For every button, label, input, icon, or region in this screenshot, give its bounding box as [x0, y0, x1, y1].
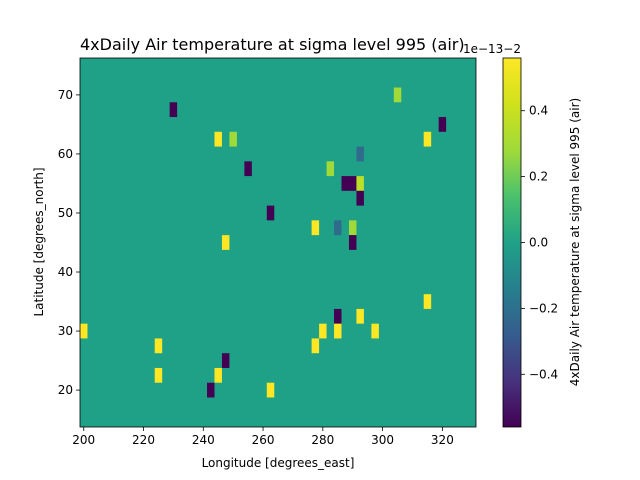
heatmap-cell: [244, 161, 252, 177]
colorbar-tick-label: 0.4: [529, 104, 548, 118]
heatmap-cell: [221, 353, 230, 368]
heatmap-cell: [334, 220, 342, 236]
y-tick-label: 70: [58, 88, 73, 102]
heatmap-cell: [214, 131, 222, 147]
plot-background: [80, 58, 476, 427]
heatmap-cell: [311, 220, 320, 236]
colorbar-tick-label: 0.2: [529, 170, 548, 184]
heatmap-cell: [356, 146, 364, 162]
colorbar-ticks: −0.4 −0.2 0.0 0.2 0.4: [521, 104, 558, 381]
y-axis-ticks: 20 30 40 50 60 70: [58, 88, 80, 397]
heatmap-cell: [334, 308, 342, 324]
x-tick-label: 220: [132, 433, 155, 447]
heatmap-cell: [348, 176, 357, 191]
y-tick-label: 20: [58, 383, 73, 397]
heatmap-cell: [229, 131, 237, 147]
heatmap-cell: [154, 367, 163, 383]
x-tick-label: 280: [311, 433, 334, 447]
heatmap-cell: [393, 87, 402, 103]
y-tick-label: 60: [58, 147, 73, 161]
heatmap-cells: [80, 87, 447, 398]
heatmap-cell: [326, 161, 335, 177]
colorbar-tick-label: −0.4: [529, 367, 558, 381]
y-axis-label: Latitude [degrees_north]: [32, 167, 46, 316]
heatmap-cell: [80, 323, 88, 339]
x-tick-label: 260: [252, 433, 275, 447]
x-tick-label: 200: [72, 433, 95, 447]
heatmap-cell: [334, 323, 342, 339]
colorbar-label: 4xDaily Air temperature at sigma level 9…: [568, 98, 582, 386]
heatmap-cell: [348, 220, 357, 236]
colorbar-tick-label: −0.2: [529, 301, 558, 315]
chart-title: 4xDaily Air temperature at sigma level 9…: [80, 35, 465, 54]
x-tick-label: 320: [431, 433, 454, 447]
heatmap-cell: [371, 323, 379, 339]
x-tick-label: 300: [371, 433, 394, 447]
heatmap-cell: [438, 117, 447, 132]
heatmap-cell: [341, 176, 349, 191]
colorbar: −0.4 −0.2 0.0 0.2 0.4 1e−13−2 4xDaily Air te…: [463, 42, 582, 428]
heatmap-cell: [319, 323, 327, 339]
heatmap-cell: [423, 131, 432, 147]
heatmap-cell: [266, 382, 275, 398]
heatmap-cell: [356, 190, 364, 206]
plot-frame: [79, 57, 477, 428]
plot-area: [79, 57, 477, 428]
colorbar-tick-label: 0.0: [529, 236, 548, 250]
y-tick-label: 30: [58, 324, 73, 338]
x-axis-ticks: 200 220 240 260 280 300 320: [72, 427, 454, 447]
heatmap-cell: [207, 382, 215, 398]
x-axis-label: Longitude [degrees_east]: [202, 456, 355, 470]
colorbar-offset-text: 1e−13−2: [463, 42, 521, 56]
heatmap-cell: [266, 205, 275, 221]
heatmap-cell: [356, 308, 364, 324]
heatmap-cell: [221, 235, 230, 250]
heatmap-cell: [348, 235, 357, 250]
heatmap-cell: [356, 176, 364, 191]
y-tick-label: 40: [58, 265, 73, 279]
colorbar-gradient: [502, 57, 522, 428]
heatmap-cell: [169, 102, 178, 118]
x-tick-label: 240: [192, 433, 215, 447]
heatmap-cell: [154, 338, 163, 354]
y-tick-label: 50: [58, 206, 73, 220]
heatmap-cell: [311, 338, 320, 354]
heatmap-cell: [214, 367, 222, 383]
heatmap-cell: [423, 294, 432, 309]
